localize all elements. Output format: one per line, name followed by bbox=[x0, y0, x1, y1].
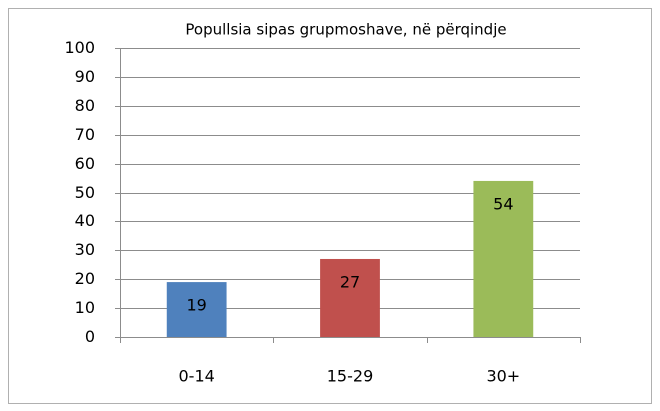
data-label: 54 bbox=[493, 194, 513, 213]
y-tick-label: 0 bbox=[85, 327, 95, 346]
y-tick-label: 40 bbox=[75, 211, 95, 230]
y-tick-label: 20 bbox=[75, 269, 95, 288]
chart-title: Popullsia sipas grupmoshave, në përqindj… bbox=[185, 21, 506, 39]
bar bbox=[166, 282, 227, 337]
y-tick-label: 50 bbox=[75, 183, 95, 202]
y-tick-label: 10 bbox=[75, 298, 95, 317]
data-label: 27 bbox=[340, 272, 360, 291]
chart-border bbox=[8, 8, 652, 404]
x-tick-label: 0-14 bbox=[179, 367, 215, 386]
title-background bbox=[118, 16, 574, 44]
bar bbox=[473, 180, 534, 337]
x-tick-label: 15-29 bbox=[327, 367, 374, 386]
y-tick-label: 70 bbox=[75, 125, 95, 144]
y-tick-label: 100 bbox=[64, 38, 95, 57]
y-tick-label: 30 bbox=[75, 240, 95, 259]
data-label: 19 bbox=[186, 296, 206, 315]
y-tick-label: 80 bbox=[75, 96, 95, 115]
y-tick-label: 60 bbox=[75, 154, 95, 173]
x-tick-label: 30+ bbox=[486, 367, 520, 386]
bar bbox=[320, 258, 380, 337]
y-tick-label: 90 bbox=[75, 67, 95, 86]
